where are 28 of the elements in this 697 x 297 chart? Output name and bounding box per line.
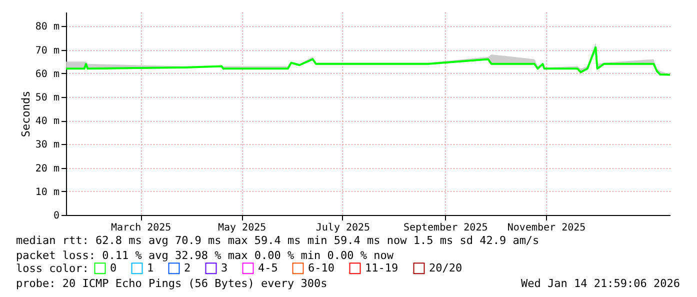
y-tick-label: 60 m [35, 68, 60, 80]
y-tick-label: 70 m [35, 45, 60, 56]
legend-label: 0 [110, 261, 117, 274]
x-tick-label: November 2025 [507, 222, 586, 234]
x-tick-label: March 2025 [110, 222, 172, 234]
y-axis-title: Seconds [19, 90, 32, 138]
legend-label: 11-19 [365, 261, 398, 274]
legend-label: 3 [221, 261, 228, 274]
x-tick-label: May 2025 [218, 222, 266, 234]
legend-label: 4-5 [258, 261, 278, 274]
y-tick-label: 50 m [35, 92, 60, 104]
y-tick-label: 10 m [35, 186, 60, 198]
text: median rtt: 62.8 ms avg 70.9 ms max 59.4 ms min 59.4 ms now 1.5 ms sd 42.9 am/s [16, 234, 540, 247]
text: packet loss: 0.11 % avg 32.98 % max 0.00 % min 0.00 % now [16, 249, 394, 262]
y-tick-label: 0 [53, 210, 60, 222]
legend-label: 2 [184, 261, 191, 274]
x-tick-label: July 2025 [316, 222, 370, 234]
x-tick-label: September 2025 [403, 222, 488, 234]
legend-label: 20/20 [429, 261, 462, 274]
text: Wed Jan 14 21:59:06 2026 [521, 277, 680, 290]
y-tick-label: 30 m [35, 140, 60, 151]
text: probe: 20 ICMP Echo Pings (56 Bytes) every 300s [16, 277, 328, 290]
y-tick-label: 80 m [35, 22, 60, 33]
legend-label: 1 [147, 261, 154, 274]
y-tick-label: 40 m [35, 116, 60, 128]
y-tick-label: 20 m [35, 163, 60, 174]
legend-title: loss color: [16, 262, 89, 275]
legend-label: 6-10 [308, 261, 334, 274]
